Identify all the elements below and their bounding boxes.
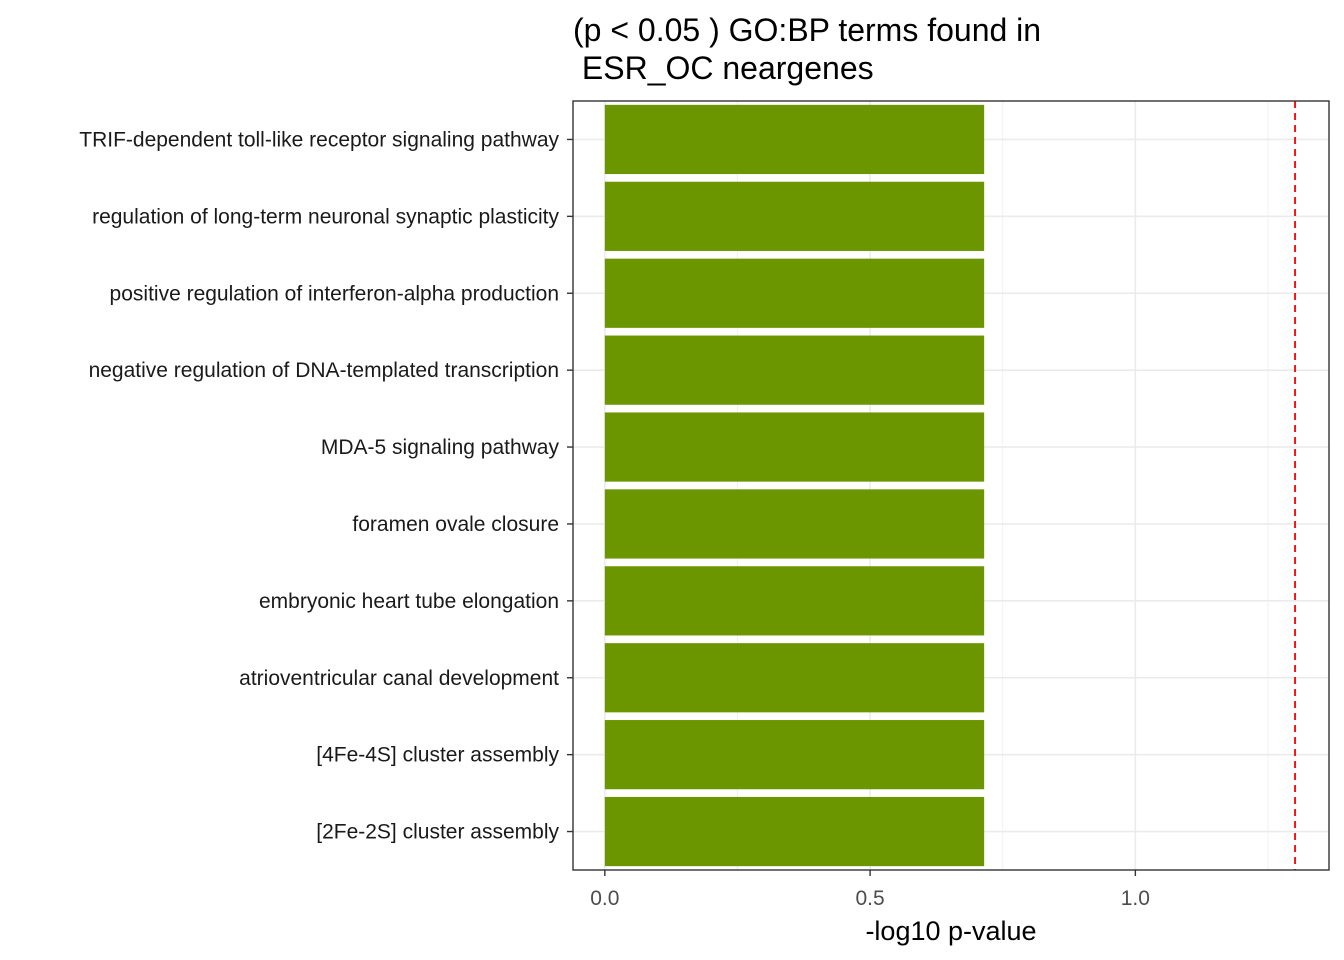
bar-3: [604, 258, 985, 328]
y-category-label: atrioventricular canal development: [239, 667, 559, 690]
x-tick-label: 1.0: [1121, 887, 1150, 910]
bar-8: [604, 643, 985, 713]
y-category-label: regulation of long-term neuronal synapti…: [92, 205, 559, 228]
y-category-label: TRIF-dependent toll-like receptor signal…: [79, 128, 559, 151]
bar-5: [604, 412, 985, 482]
y-category-label: positive regulation of interferon-alpha …: [110, 282, 559, 305]
bar-9: [604, 720, 985, 790]
bar-2: [604, 181, 985, 251]
y-category-label: MDA-5 signaling pathway: [321, 436, 560, 459]
y-category-label: embryonic heart tube elongation: [259, 590, 559, 613]
y-category-label: negative regulation of DNA-templated tra…: [89, 359, 559, 382]
x-tick-label: 0.0: [590, 887, 619, 910]
bars: [604, 104, 985, 867]
plot-panel-border: [572, 100, 1330, 871]
y-category-label: [2Fe-2S] cluster assembly: [316, 821, 559, 844]
chart-title-line-1: (p < 0.05 ) GO:BP terms found in: [573, 12, 1041, 48]
bar-10: [604, 796, 985, 867]
bar-4: [604, 335, 985, 405]
chart-title: (p < 0.05 ) GO:BP terms found in ESR_OC …: [573, 12, 1041, 86]
bar-6: [604, 489, 985, 559]
bar-7: [604, 566, 985, 636]
y-axis-labels: TRIF-dependent toll-like receptor signal…: [79, 128, 573, 844]
bar-1: [604, 104, 985, 175]
x-axis-title: -log10 p-value: [865, 916, 1036, 946]
y-category-label: foramen ovale closure: [352, 513, 559, 536]
x-axis-ticks: 0.0 0.5 1.0: [590, 870, 1150, 910]
chart-title-line-2: ESR_OC neargenes: [573, 50, 874, 86]
y-category-label: [4Fe-4S] cluster assembly: [316, 744, 559, 767]
x-tick-label: 0.5: [855, 887, 884, 910]
